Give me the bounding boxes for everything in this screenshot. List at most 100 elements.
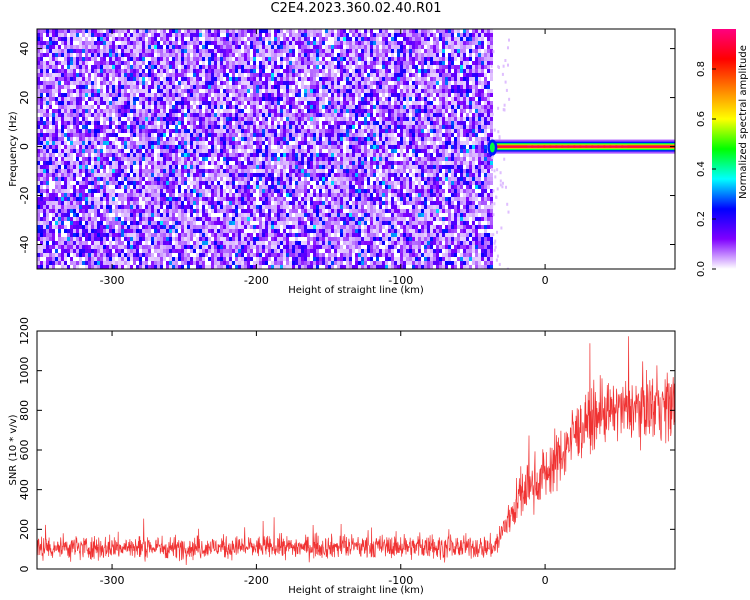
noise-cell (88, 81, 91, 85)
noise-cell (280, 197, 283, 201)
noise-cell (238, 165, 241, 169)
noise-cell (139, 189, 142, 193)
noise-cell (256, 105, 259, 109)
noise-cell (226, 265, 229, 269)
noise-cell (184, 193, 187, 197)
noise-cell (199, 93, 202, 97)
noise-cell (52, 265, 55, 269)
noise-cell (43, 41, 46, 45)
noise-cell (151, 53, 154, 57)
noise-cell (274, 257, 277, 261)
noise-cell (142, 73, 145, 77)
noise-cell (199, 261, 202, 265)
noise-cell (172, 33, 175, 37)
noise-cell (163, 245, 166, 249)
noise-cell (250, 121, 253, 125)
noise-cell (58, 69, 61, 73)
noise-cell (88, 233, 91, 237)
noise-cell (310, 261, 313, 265)
noise-cell (313, 193, 316, 197)
noise-cell (211, 173, 214, 177)
noise-cell (43, 225, 46, 229)
noise-cell (217, 97, 220, 101)
noise-cell (211, 121, 214, 125)
noise-cell (304, 257, 307, 261)
noise-cell (130, 73, 133, 77)
noise-cell (103, 69, 106, 73)
noise-cell (241, 29, 244, 33)
noise-cell (268, 185, 271, 189)
noise-cell (283, 221, 286, 225)
noise-cell (82, 89, 85, 93)
noise-cell (220, 193, 223, 197)
noise-cell (310, 165, 313, 169)
noise-cell (91, 113, 94, 117)
noise-cell (229, 65, 232, 69)
noise-cell (130, 141, 133, 145)
noise-cell (49, 57, 52, 61)
noise-cell (235, 129, 238, 133)
noise-cell (151, 241, 154, 245)
noise-cell (148, 209, 151, 213)
noise-cell (157, 117, 160, 121)
noise-cell (157, 185, 160, 189)
noise-cell (88, 201, 91, 205)
noise-cell (253, 37, 256, 41)
noise-cell (115, 105, 118, 109)
noise-cell (148, 89, 151, 93)
noise-cell (127, 117, 130, 121)
noise-cell (100, 73, 103, 77)
noise-cell (124, 165, 127, 169)
noise-cell (256, 113, 259, 117)
noise-cell (214, 221, 217, 225)
noise-cell (295, 177, 298, 181)
noise-cell (247, 113, 250, 117)
noise-cell (154, 129, 157, 133)
noise-cell (250, 101, 253, 105)
noise-cell (145, 133, 148, 137)
noise-cell (103, 185, 106, 189)
noise-cell (268, 165, 271, 169)
noise-cell (196, 157, 199, 161)
noise-cell (127, 217, 130, 221)
noise-cell (148, 197, 151, 201)
noise-cell (211, 201, 214, 205)
noise-cell (61, 149, 64, 153)
noise-cell (178, 169, 181, 173)
noise-cell (130, 89, 133, 93)
noise-cell (205, 197, 208, 201)
noise-cell (136, 173, 139, 177)
noise-cell (139, 101, 142, 105)
noise-cell (94, 145, 97, 149)
noise-cell (232, 105, 235, 109)
noise-cell (88, 217, 91, 221)
noise-cell (145, 41, 148, 45)
noise-cell (79, 261, 82, 265)
noise-cell (259, 149, 262, 153)
noise-cell (190, 113, 193, 117)
noise-cell (61, 129, 64, 133)
noise-cell (112, 157, 115, 161)
noise-cell (37, 181, 40, 185)
noise-cell (223, 65, 226, 69)
noise-cell (151, 77, 154, 81)
noise-cell (286, 65, 289, 69)
noise-cell (40, 165, 43, 169)
noise-cell (229, 85, 232, 89)
noise-cell (310, 217, 313, 221)
noise-cell (109, 121, 112, 125)
noise-cell (268, 245, 271, 249)
noise-cell (64, 197, 67, 201)
noise-cell (154, 177, 157, 181)
noise-cell (313, 93, 316, 97)
noise-cell (103, 141, 106, 145)
noise-cell (247, 141, 250, 145)
noise-cell (40, 85, 43, 89)
noise-cell (151, 221, 154, 225)
noise-cell (175, 129, 178, 133)
noise-cell (283, 241, 286, 245)
noise-cell (301, 77, 304, 81)
noise-cell (124, 125, 127, 129)
noise-cell (295, 193, 298, 197)
noise-cell (100, 225, 103, 229)
